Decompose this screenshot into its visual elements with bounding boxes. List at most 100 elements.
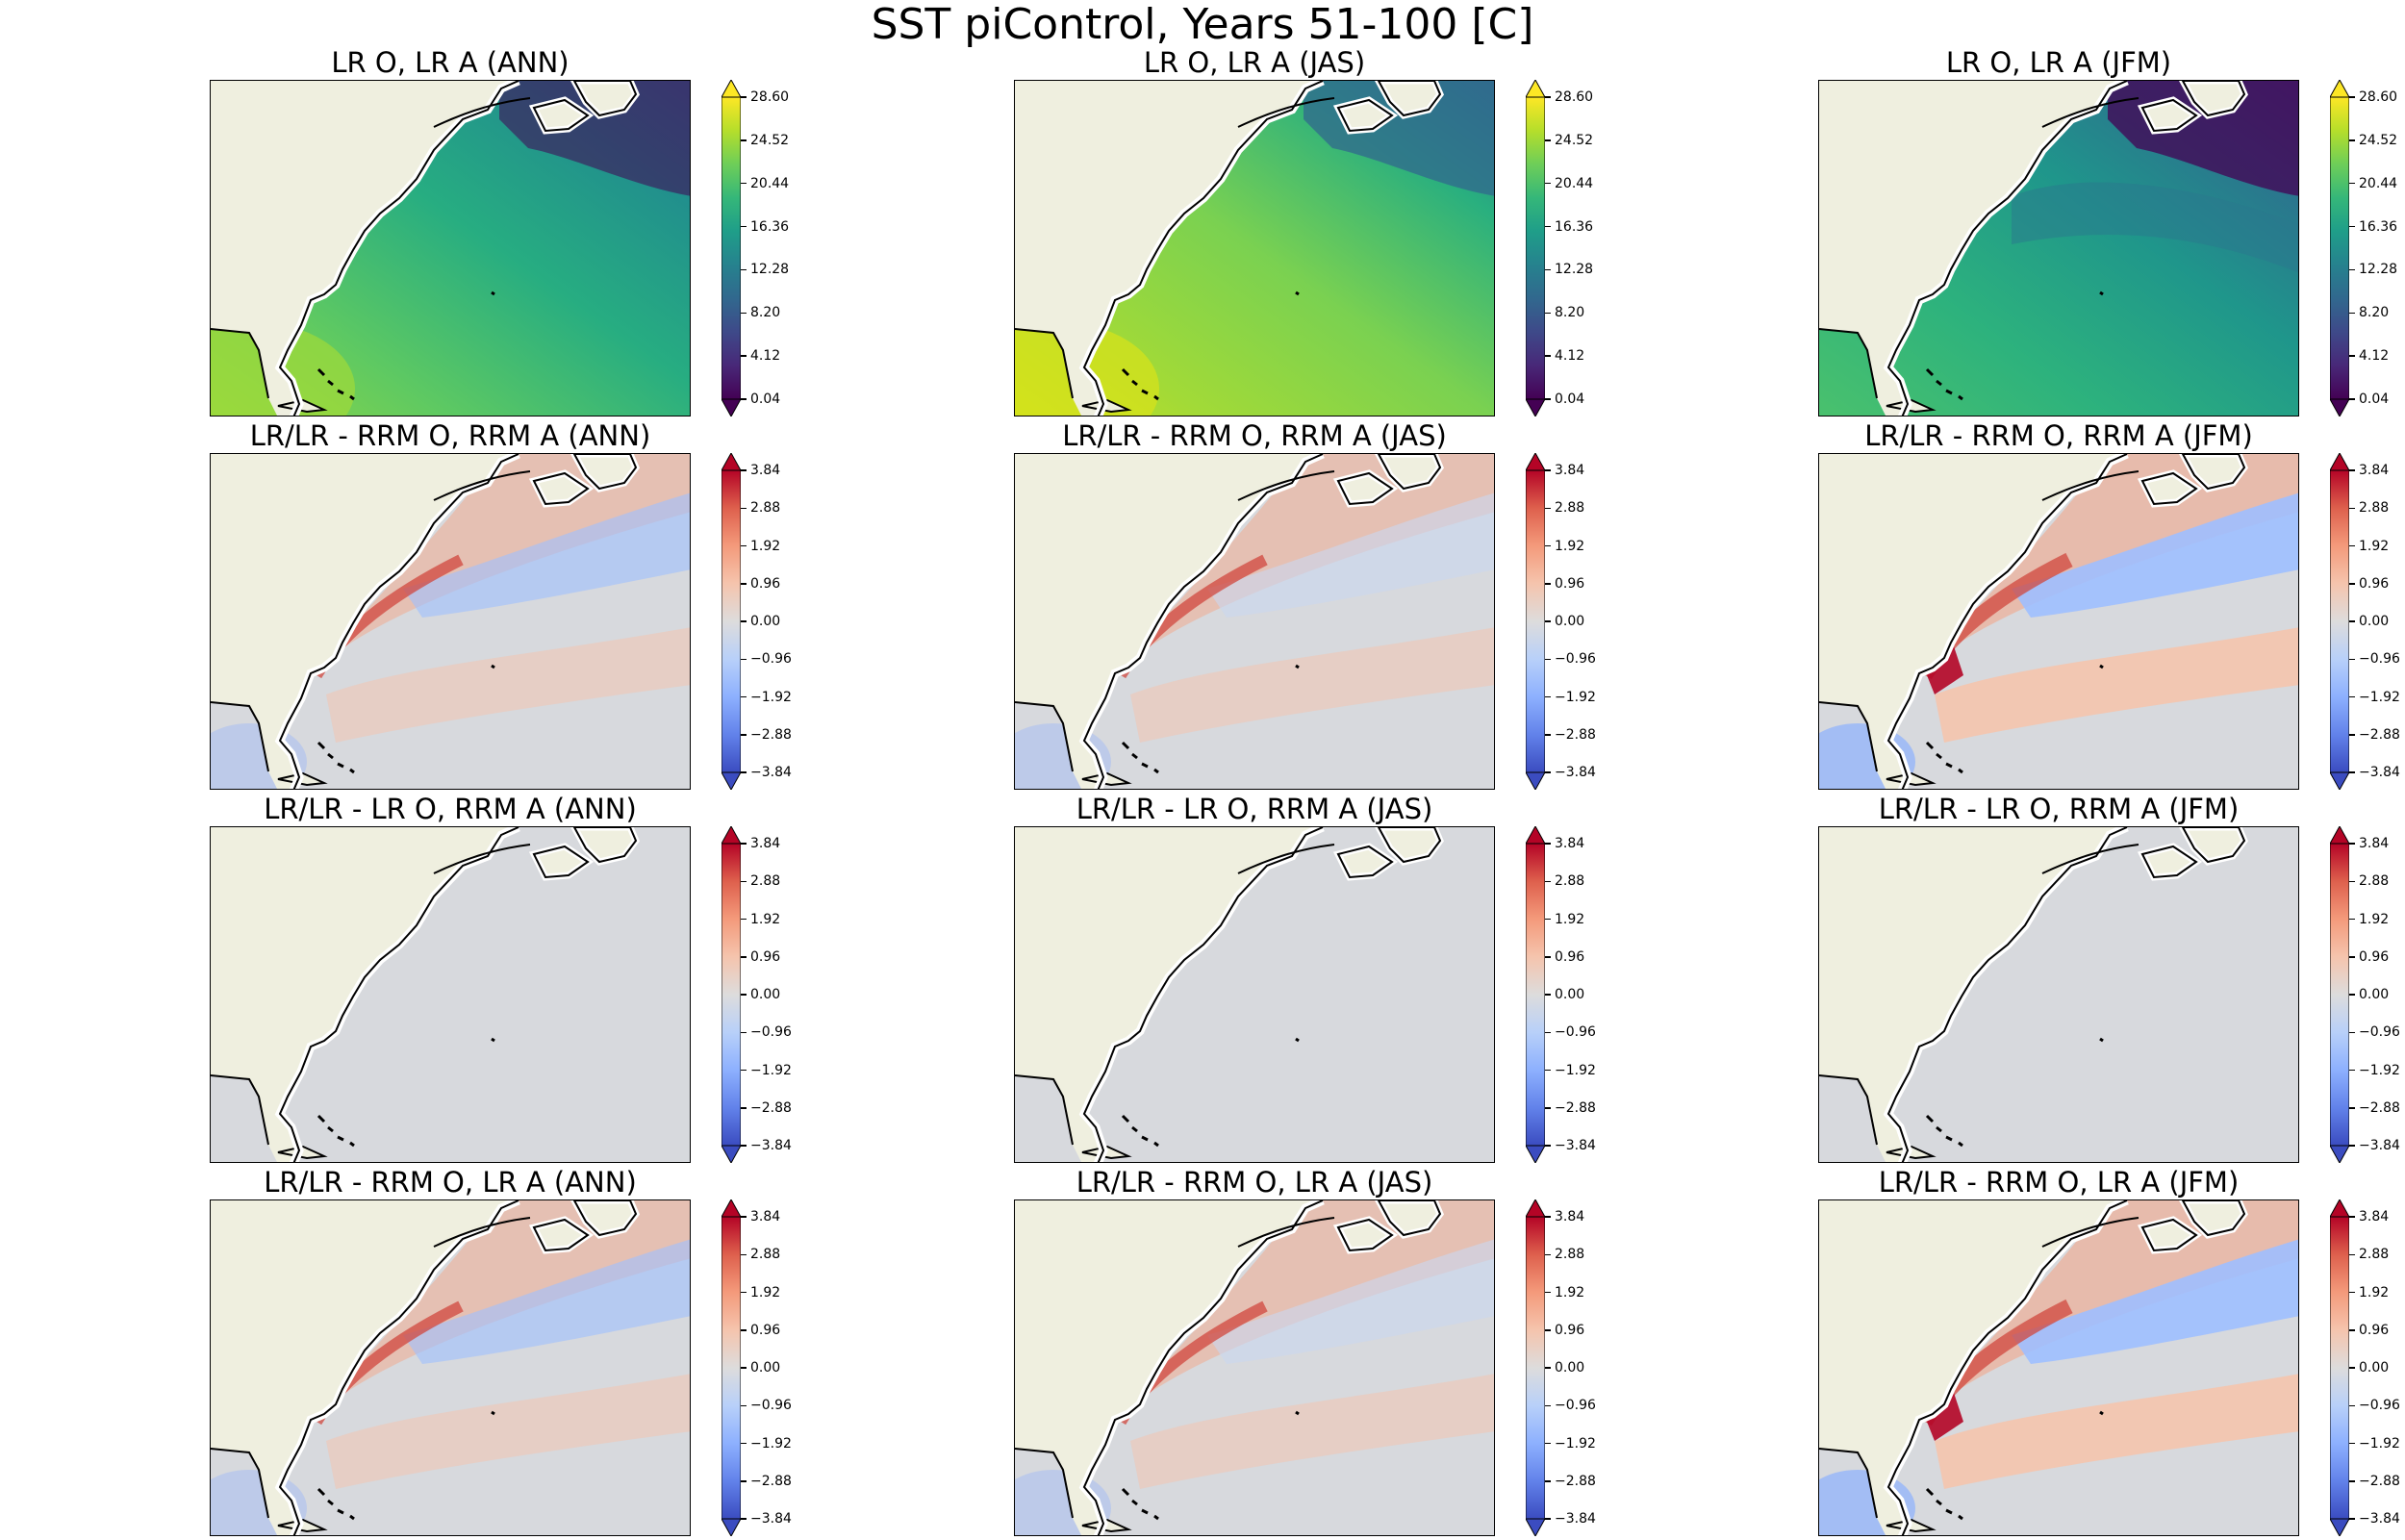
colorbar-tick-mark <box>1545 583 1551 585</box>
map-panel <box>210 826 691 1163</box>
colorbar <box>721 1198 742 1538</box>
colorbar-tick-label: 0.96 <box>1555 575 1585 592</box>
colorbar-tick-label: 1.92 <box>1555 538 1585 554</box>
colorbar-tick-label: 4.12 <box>750 348 781 365</box>
colorbar-tick-label: 2.88 <box>750 1247 781 1263</box>
colorbar-tick-label: −1.92 <box>2359 689 2400 705</box>
colorbar-tick-label: −3.84 <box>1555 1511 1596 1527</box>
panel-title: LR/LR - RRM O, LR A (JAS) <box>1076 1166 1433 1199</box>
colorbar-tick-mark <box>2349 1518 2355 1520</box>
map-panel <box>210 80 691 417</box>
sst-field-map <box>1015 81 1494 416</box>
colorbar-tick-mark <box>1545 1291 1551 1294</box>
colorbar-tick-mark <box>2349 583 2355 585</box>
colorbar-tick-mark <box>2349 544 2355 547</box>
colorbar-tick-mark <box>741 96 747 98</box>
panel-title: LR/LR - RRM O, RRM A (JAS) <box>1062 419 1447 452</box>
colorbar-tick-mark <box>2349 994 2355 996</box>
colorbar-tick-mark <box>2349 1253 2355 1255</box>
colorbar-tick-mark <box>741 1107 747 1109</box>
colorbar-tick-mark <box>2349 1216 2355 1218</box>
colorbar-tick-label: −2.88 <box>750 1473 792 1489</box>
colorbar-tick-label: 20.44 <box>1555 175 1594 191</box>
colorbar-tick-mark <box>741 880 747 882</box>
colorbar-tick-mark <box>741 355 747 357</box>
colorbar-tick-label: 0.04 <box>750 391 781 407</box>
colorbar <box>721 824 742 1165</box>
colorbar-tick-label: −3.84 <box>750 765 792 780</box>
colorbar-tick-label: 3.84 <box>2359 1209 2390 1224</box>
colorbar-tick-label: 12.28 <box>1555 262 1594 278</box>
colorbar-tick-label: −1.92 <box>750 689 792 705</box>
colorbar-tick-mark <box>1545 182 1551 185</box>
sst-field-map <box>1819 1200 2298 1535</box>
colorbar-tick-mark <box>2349 139 2355 141</box>
colorbar-tick-mark <box>741 225 747 228</box>
colorbar-tick-mark <box>1545 1069 1551 1072</box>
colorbar <box>721 451 742 792</box>
colorbar-tick-mark <box>2349 1329 2355 1331</box>
colorbar-tick-mark <box>2349 182 2355 185</box>
colorbar-tick-label: −1.92 <box>1555 1062 1596 1078</box>
colorbar-tick-mark <box>741 182 747 185</box>
map-panel <box>1014 80 1495 417</box>
colorbar-tick-mark <box>2349 658 2355 660</box>
colorbar-tick-mark <box>2349 1367 2355 1369</box>
colorbar-tick-label: 0.00 <box>1555 987 1585 1002</box>
colorbar-tick-label: 24.52 <box>2359 132 2398 148</box>
map-panel <box>210 453 691 790</box>
colorbar-tick-label: −2.88 <box>1555 1099 1596 1116</box>
colorbar-tick-label: 16.36 <box>1555 218 1594 235</box>
colorbar-tick-mark <box>2349 771 2355 773</box>
colorbar-tick-label: −2.88 <box>2359 1473 2400 1489</box>
panel-title: LR/LR - LR O, RRM A (JFM) <box>1878 793 2240 825</box>
colorbar-tick-mark <box>741 583 747 585</box>
colorbar-tick-label: −1.92 <box>2359 1435 2400 1452</box>
colorbar-tick-mark <box>1545 398 1551 400</box>
map-panel <box>1014 826 1495 1163</box>
colorbar-tick-mark <box>741 658 747 660</box>
colorbar-tick-mark <box>741 1404 747 1406</box>
colorbar-tick-label: 0.96 <box>1555 948 1585 965</box>
map-panel <box>1818 80 2299 417</box>
colorbar-tick-mark <box>741 507 747 509</box>
colorbar-tick-mark <box>2349 1480 2355 1482</box>
colorbar-tick-mark <box>2349 96 2355 98</box>
colorbar-tick-mark <box>741 398 747 400</box>
colorbar-tick-mark <box>1545 139 1551 141</box>
colorbar-tick-label: −0.96 <box>2359 1024 2400 1041</box>
colorbar-tick-mark <box>741 1145 747 1147</box>
colorbar-tick-label: 24.52 <box>750 132 790 148</box>
colorbar <box>1525 78 1546 418</box>
colorbar-tick-label: 28.60 <box>750 89 790 105</box>
colorbar-tick-label: 0.96 <box>1555 1322 1585 1338</box>
colorbar-tick-label: −3.84 <box>2359 1138 2400 1153</box>
colorbar-tick-label: 16.36 <box>2359 218 2398 235</box>
colorbar-tick-label: −0.96 <box>750 1398 792 1414</box>
colorbar <box>2329 824 2350 1165</box>
colorbar-tick-label: 0.00 <box>2359 1360 2390 1376</box>
colorbar <box>2329 451 2350 792</box>
colorbar-tick-mark <box>2349 1442 2355 1445</box>
map-panel <box>1014 1199 1495 1536</box>
colorbar-tick-label: 0.96 <box>2359 575 2390 592</box>
colorbar-tick-mark <box>1545 544 1551 547</box>
colorbar-tick-mark <box>1545 1518 1551 1520</box>
colorbar-tick-label: −2.88 <box>750 1099 792 1116</box>
colorbar-tick-label: −2.88 <box>2359 726 2400 743</box>
colorbar-tick-mark <box>1545 507 1551 509</box>
colorbar-tick-label: 1.92 <box>750 1284 781 1300</box>
panel-title: LR O, LR A (ANN) <box>331 46 570 79</box>
colorbar-tick-label: 3.84 <box>750 1209 781 1224</box>
colorbar-tick-mark <box>1545 695 1551 698</box>
colorbar-tick-mark <box>1545 1216 1551 1218</box>
colorbar-tick-label: −2.88 <box>2359 1099 2400 1116</box>
colorbar-tick-label: −0.96 <box>1555 1024 1596 1041</box>
colorbar-tick-label: 2.88 <box>1555 500 1585 517</box>
colorbar-tick-mark <box>1545 312 1551 315</box>
colorbar-tick-label: 3.84 <box>1555 836 1585 851</box>
colorbar-tick-label: 0.96 <box>750 575 781 592</box>
colorbar-tick-mark <box>741 1069 747 1072</box>
colorbar-tick-mark <box>1545 225 1551 228</box>
colorbar-tick-mark <box>741 918 747 921</box>
